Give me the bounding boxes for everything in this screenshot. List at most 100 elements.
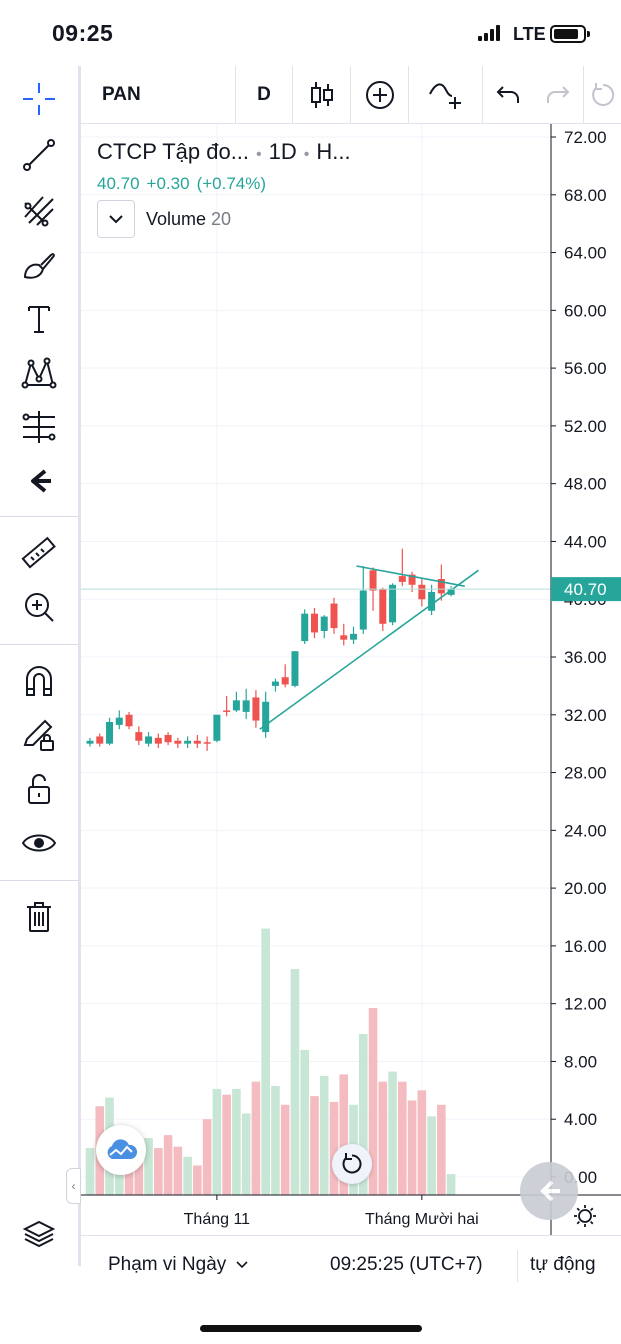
network-label: LTE: [513, 24, 546, 44]
symbol-label: PAN: [102, 84, 141, 105]
reload-button[interactable]: [584, 66, 621, 124]
candle-body: [106, 722, 114, 744]
reset-chart-button[interactable]: [332, 1144, 372, 1184]
price-tick-label: 68.00: [564, 186, 607, 205]
symbol-search-button[interactable]: PAN: [81, 66, 235, 124]
candle-body: [115, 717, 123, 725]
candle-body: [447, 589, 455, 595]
interval-button[interactable]: D: [236, 66, 292, 124]
pencil-lock-icon[interactable]: [16, 712, 62, 758]
candle-body: [379, 589, 387, 624]
candle-body: [145, 736, 153, 744]
volume-bar: [173, 1146, 183, 1195]
candle: [96, 733, 104, 747]
date-range-label: Phạm vi Ngày: [108, 1254, 227, 1275]
auto-scale-button[interactable]: tự động: [530, 1254, 596, 1275]
forecast-icon[interactable]: [16, 404, 62, 450]
volume-bar: [329, 1101, 339, 1195]
chevron-down-icon: [236, 1261, 248, 1269]
volume-bar: [417, 1090, 427, 1195]
last-price: 40.70: [97, 174, 140, 193]
candle: [174, 737, 182, 748]
candle-body: [359, 590, 367, 630]
candle-body: [408, 574, 416, 585]
candle: [86, 737, 94, 747]
volume-toggle-button[interactable]: [97, 200, 135, 238]
volume-bar: [134, 1145, 144, 1195]
undo-button[interactable]: [483, 66, 533, 124]
price-tick-label: 56.00: [564, 359, 607, 378]
candle: [242, 688, 250, 720]
volume-bar: [407, 1100, 417, 1195]
candle: [271, 678, 279, 692]
magnet-icon[interactable]: [16, 658, 62, 704]
candle: [320, 615, 328, 639]
candle: [135, 726, 143, 746]
eye-icon[interactable]: [16, 820, 62, 866]
candle: [379, 587, 387, 631]
candle: [193, 735, 201, 748]
candle: [232, 691, 240, 712]
trash-icon[interactable]: [16, 894, 62, 940]
top-toolbar: PAN D: [81, 66, 621, 124]
last-price-badge: [551, 577, 621, 602]
candle: [213, 714, 221, 743]
date-range-button[interactable]: Phạm vi Ngày: [108, 1254, 249, 1276]
candle: [330, 597, 338, 634]
bottom-bar: Phạm vi Ngày 09:25:25 (UTC+7) tự động: [81, 1235, 621, 1295]
candle-body: [203, 742, 211, 744]
chart-type-button[interactable]: [293, 66, 350, 124]
price-tick-label: 60.00: [564, 301, 607, 320]
price-change: +0.30: [146, 174, 190, 193]
candle-body: [310, 613, 318, 633]
price-tick-label: 44.00: [564, 532, 607, 551]
candle: [252, 690, 260, 728]
legend-title[interactable]: CTCP Tập đo... • 1D • H...: [97, 139, 351, 164]
trendlines: [259, 565, 479, 730]
layers-icon[interactable]: [16, 1212, 62, 1258]
trend-line-icon[interactable]: [16, 132, 62, 178]
back-arrow-icon[interactable]: [16, 458, 62, 504]
volume-bar: [310, 1096, 319, 1195]
status-time: 09:25: [52, 20, 114, 46]
candle-body: [213, 714, 221, 741]
candle-body: [164, 735, 172, 743]
candle-body: [291, 651, 299, 686]
candle-body: [96, 736, 104, 744]
crosshair-icon[interactable]: [16, 76, 62, 122]
volume-label: Volume: [146, 208, 207, 229]
volume-bar: [280, 1104, 290, 1195]
timezone-clock[interactable]: 09:25:25 (UTC+7): [330, 1254, 483, 1275]
settings-gear-icon[interactable]: [574, 1205, 596, 1227]
price-change-percent: (+0.74%): [196, 174, 267, 193]
candle: [106, 717, 114, 746]
scroll-to-realtime-button[interactable]: [520, 1162, 578, 1220]
redo-button[interactable]: [533, 66, 583, 124]
price-tick-label: 20.00: [564, 879, 607, 898]
pitchfork-icon[interactable]: [16, 186, 62, 232]
candle-body: [428, 592, 436, 611]
volume-bar: [222, 1094, 231, 1195]
candle: [340, 623, 348, 646]
candle-body: [86, 740, 94, 744]
price-tick-label: 64.00: [564, 244, 607, 263]
add-indicator-button[interactable]: [351, 66, 408, 124]
unlock-icon[interactable]: [16, 766, 62, 812]
tradingview-logo-button[interactable]: [96, 1125, 146, 1175]
collapse-toolbar-button[interactable]: ‹: [66, 1168, 81, 1204]
candle: [223, 696, 231, 717]
ruler-icon[interactable]: [16, 530, 62, 576]
indicators-button[interactable]: [409, 66, 482, 124]
candle: [291, 651, 299, 688]
cloud-icon: [107, 1139, 138, 1159]
brush-icon[interactable]: [16, 242, 62, 288]
volume-length: 20: [211, 208, 232, 229]
price-axis: 72.00 68.00 64.00 60.00 56.00 52.00 48.00 44.00…: [550, 124, 607, 1235]
pattern-icon[interactable]: [16, 350, 62, 396]
legend-exchange: H...: [316, 139, 351, 164]
zoom-in-icon[interactable]: [16, 584, 62, 630]
text-icon[interactable]: [16, 296, 62, 342]
candle-body: [184, 740, 192, 744]
